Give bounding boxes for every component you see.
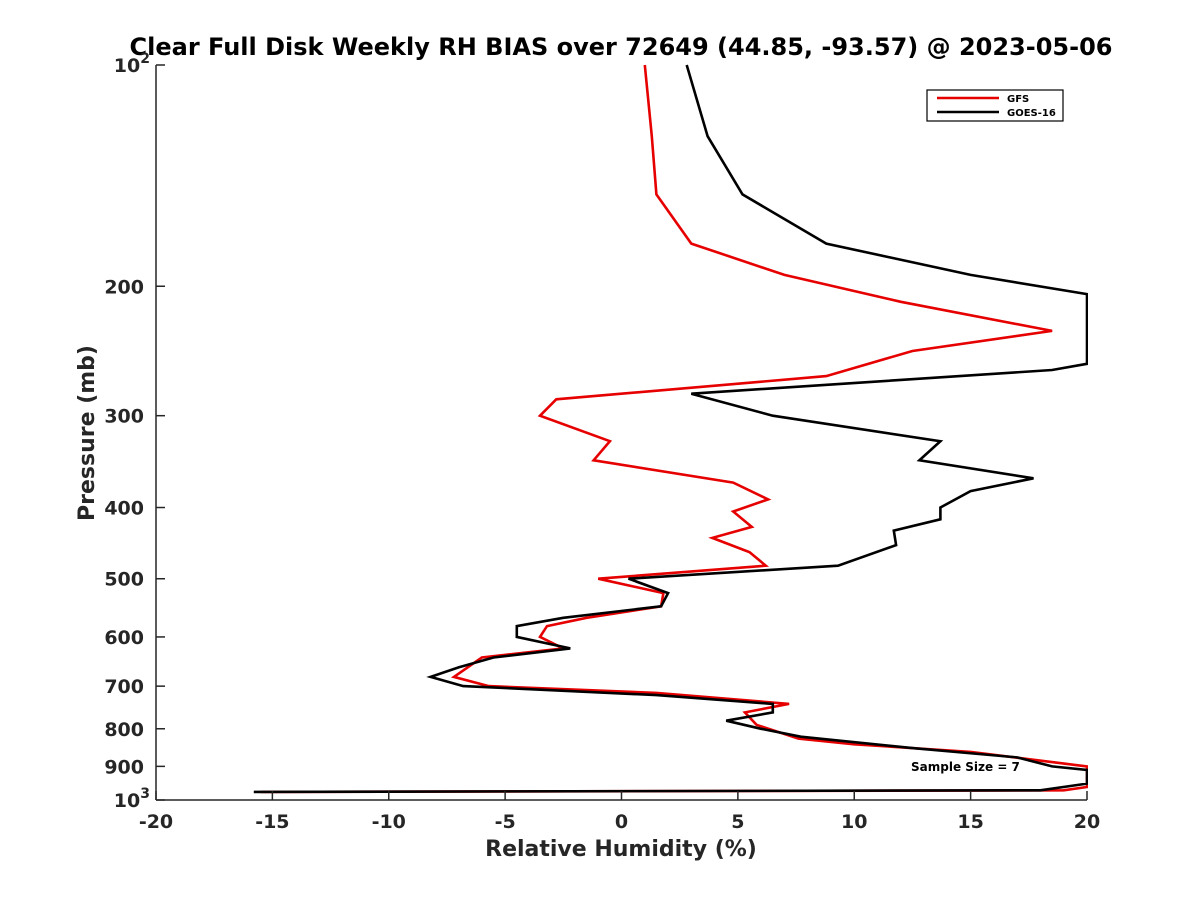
- y-tick-label: 900: [104, 756, 144, 778]
- x-axis-label: Relative Humidity (%): [485, 837, 757, 862]
- x-tick-label: 0: [615, 811, 628, 833]
- x-tick-label: 10: [841, 811, 867, 833]
- x-tick-label: 5: [731, 811, 744, 833]
- y-axis-label: Pressure (mb): [75, 345, 100, 521]
- y-tick-label: 200: [104, 276, 144, 298]
- x-ticks: -20 -15 -10 -5 0 5 10 15 20: [139, 791, 1100, 833]
- series-line-gfs: [260, 64, 1088, 794]
- x-tick-label: -10: [372, 811, 406, 833]
- y-tick-label: 400: [104, 498, 144, 520]
- y-tick-label: 103: [114, 786, 150, 812]
- chart-title: Clear Full Disk Weekly RH BIAS over 7264…: [130, 33, 1113, 61]
- x-tick-label: -15: [255, 811, 289, 833]
- x-tick-label: 20: [1074, 811, 1100, 833]
- y-tick-label: 102: [114, 51, 150, 77]
- legend-label: GFS: [1007, 94, 1029, 105]
- y-tick-label: 500: [104, 569, 144, 591]
- sample-size-annotation: Sample Size = 7: [911, 760, 1020, 774]
- legend-box: [926, 89, 1064, 122]
- x-tick-label: -5: [495, 811, 516, 833]
- x-tick-label: -20: [139, 811, 173, 833]
- series-line-goes-16: [253, 64, 1088, 794]
- legend: GFS GOES-16: [926, 89, 1064, 122]
- y-ticks: 102 200 300 400 500 600 700 800 900 103: [104, 51, 165, 812]
- series-layer: [253, 64, 1088, 794]
- y-tick-label: 700: [104, 676, 144, 698]
- y-tick-label: 800: [104, 719, 144, 741]
- x-tick-label: 15: [957, 811, 983, 833]
- y-tick-label: 600: [104, 627, 144, 649]
- y-tick-label: 300: [104, 406, 144, 428]
- legend-label: GOES-16: [1007, 108, 1056, 119]
